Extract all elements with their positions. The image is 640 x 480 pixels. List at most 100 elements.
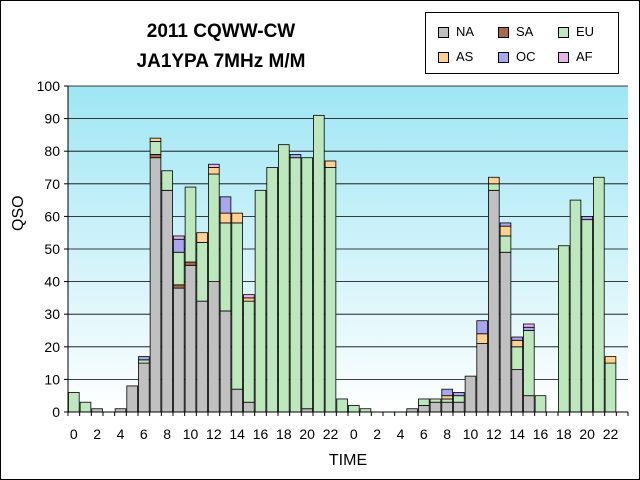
bar-na-13: [219, 310, 232, 413]
y-tick-label: 70: [44, 176, 60, 192]
bar-oc-32: [441, 388, 453, 397]
bar-na-34: [464, 375, 477, 413]
bar-na-10: [184, 264, 197, 413]
bar-eu-19: [289, 157, 302, 413]
bar-oc-44: [581, 215, 593, 221]
bar-sa-7: [149, 154, 162, 159]
bar-as-38: [511, 339, 523, 348]
bar-eu-40: [534, 395, 547, 413]
x-tick-label: 2: [93, 426, 101, 442]
bar-na-14: [231, 388, 243, 413]
bar-eu-17: [266, 167, 278, 413]
bar-oc-33: [453, 392, 465, 397]
legend-swatch-oc: [498, 52, 509, 63]
chart-subtitle: JA1YPA 7MHz M/M: [136, 51, 306, 72]
x-tick-label: 6: [420, 426, 428, 442]
y-tick-label: 30: [44, 306, 60, 322]
bar-eu-33: [453, 395, 465, 403]
bar-na-8: [161, 189, 173, 413]
bar-sa-9: [173, 284, 185, 289]
bar-as-11: [196, 232, 208, 243]
bar-eu-1: [79, 401, 92, 413]
bar-eu-30: [418, 398, 430, 406]
x-tick-label: 20: [299, 426, 315, 442]
x-tick-label: 4: [117, 426, 125, 442]
bar-eu-36: [488, 183, 500, 191]
legend-label-na: NA: [456, 24, 475, 39]
bar-eu-20: [301, 157, 313, 410]
legend-label-oc: OC: [516, 49, 536, 64]
chart-legend: NA SA EU AS OC AF: [425, 12, 619, 74]
bar-eu-46: [604, 362, 617, 413]
bar-eu-38: [511, 346, 523, 371]
bar-as-12: [208, 167, 220, 175]
bar-eu-11: [196, 242, 208, 302]
bar-sa-10: [184, 261, 197, 266]
bar-eu-9: [173, 251, 185, 286]
bar-eu-21: [313, 114, 325, 413]
y-tick-label: 20: [44, 339, 60, 355]
bar-na-11: [196, 300, 208, 413]
bar-af-39: [523, 323, 535, 328]
bar-eu-10: [184, 186, 197, 263]
bar-as-32: [441, 395, 453, 400]
y-tick-label: 60: [44, 208, 60, 224]
legend-swatch-na: [438, 27, 449, 38]
bar-eu-15: [243, 300, 255, 403]
bar-as-35: [476, 333, 488, 344]
x-tick-label: 12: [486, 426, 502, 442]
legend-label-eu: EU: [576, 24, 595, 39]
bar-eu-18: [278, 144, 290, 413]
y-tick-label: 0: [52, 404, 60, 420]
bar-na-9: [173, 287, 185, 413]
bar-eu-39: [523, 330, 535, 397]
bar-af-9: [173, 235, 185, 240]
bar-oc-19: [289, 154, 302, 159]
bar-as-22: [324, 160, 337, 168]
bar-as-14: [231, 212, 243, 224]
x-tick-label: 2: [373, 426, 381, 442]
bar-na-12: [208, 281, 220, 413]
bar-na-37: [499, 251, 512, 413]
legend-label-af: AF: [576, 49, 593, 64]
x-tick-label: 14: [229, 426, 245, 442]
bar-oc-38: [511, 336, 523, 341]
bar-eu-31: [429, 398, 442, 403]
x-tick-label: 6: [140, 426, 148, 442]
x-tick-label: 22: [323, 426, 339, 442]
x-axis-label: TIME: [328, 452, 368, 469]
bar-na-7: [149, 157, 162, 413]
x-tick-label: 16: [253, 426, 269, 442]
x-tick-label: 18: [276, 426, 292, 442]
bar-na-33: [453, 401, 465, 413]
x-tick-label: 20: [579, 426, 595, 442]
x-tick-label: 12: [206, 426, 222, 442]
x-tick-label: 18: [556, 426, 572, 442]
bar-eu-43: [569, 199, 582, 413]
bar-na-15: [243, 401, 255, 413]
x-tick-label: 8: [163, 426, 171, 442]
legend-swatch-sa: [498, 27, 509, 38]
y-tick-label: 80: [44, 143, 60, 159]
y-tick-label: 50: [44, 241, 60, 257]
bar-as-7: [149, 137, 162, 142]
x-tick-label: 4: [397, 426, 405, 442]
bar-as-46: [604, 356, 617, 364]
bar-na-38: [511, 369, 523, 413]
bar-as-13: [219, 212, 232, 224]
y-tick-label: 40: [44, 274, 60, 290]
bar-eu-44: [581, 219, 593, 413]
bar-eu-7: [149, 141, 162, 155]
x-tick-label: 22: [603, 426, 619, 442]
bar-oc-13: [219, 196, 232, 214]
bar-eu-37: [499, 235, 512, 253]
bar-eu-32: [441, 398, 453, 403]
legend-swatch-eu: [558, 27, 569, 38]
bar-oc-39: [523, 326, 535, 331]
bar-eu-22: [324, 167, 337, 413]
bar-eu-24: [348, 405, 360, 413]
x-tick-label: 10: [463, 426, 479, 442]
bar-eu-42: [558, 245, 570, 413]
x-tick-label: 10: [183, 426, 199, 442]
x-tick-label: 0: [350, 426, 358, 442]
